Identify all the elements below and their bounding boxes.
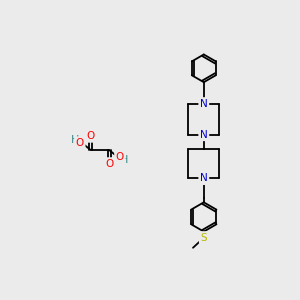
Text: S: S bbox=[200, 233, 207, 243]
Text: O: O bbox=[86, 131, 95, 141]
Text: O: O bbox=[105, 159, 113, 169]
Text: N: N bbox=[200, 130, 208, 140]
Text: O: O bbox=[76, 138, 84, 148]
Text: O: O bbox=[116, 152, 124, 162]
Text: H: H bbox=[120, 155, 129, 165]
Text: N: N bbox=[200, 99, 208, 109]
Text: N: N bbox=[200, 173, 208, 184]
Text: H: H bbox=[71, 135, 80, 145]
